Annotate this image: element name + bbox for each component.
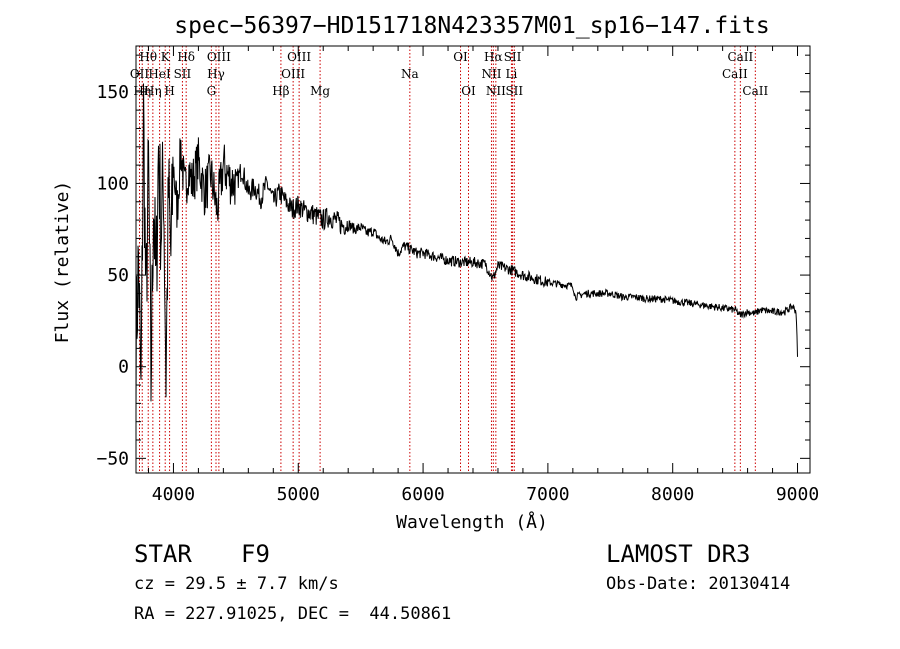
x-tick-label: 6000: [401, 484, 444, 505]
line-label: Na: [401, 67, 419, 81]
line-label: OI: [453, 50, 468, 64]
spectral-line-labels: OIIHηHθHηHeIKHSIIHδGHγOIIIHβOIIIOIIIMgNa…: [130, 50, 769, 98]
x-axis: 4000 5000 6000 7000 8000 9000: [147, 46, 819, 505]
line-label: OI: [461, 84, 476, 98]
x-tick-label: 7000: [526, 484, 569, 505]
line-label: CaII: [722, 67, 748, 81]
line-label: OIII: [207, 50, 231, 64]
line-label: Li: [506, 67, 518, 81]
redshift-text: cz = 29.5 ± 7.7 km/s: [134, 574, 339, 594]
line-label: OIII: [281, 67, 305, 81]
line-label: OIII: [287, 50, 311, 64]
line-label: Hβ: [272, 84, 289, 98]
line-label: Hθ: [139, 50, 157, 64]
line-label: NII: [486, 84, 506, 98]
line-label: SII: [504, 50, 522, 64]
line-label: CaII: [727, 50, 753, 64]
line-label: Hγ: [207, 67, 225, 81]
x-tick-label: 5000: [277, 484, 320, 505]
obs-date: Obs-Date: 20130414: [606, 574, 791, 594]
x-tick-label: 9000: [776, 484, 819, 505]
line-label: CaII: [742, 84, 768, 98]
line-label: OII: [130, 67, 150, 81]
line-label: K: [161, 50, 171, 64]
y-axis: −50 0 50 100 150: [96, 54, 810, 469]
y-tick-label: 150: [96, 82, 129, 103]
line-label: Hη: [144, 84, 162, 98]
spectral-line-markers: [138, 46, 756, 473]
object-class: STAR: [134, 540, 192, 568]
subclass: F9: [241, 540, 270, 568]
line-label: Hη: [133, 84, 151, 98]
y-tick-label: 50: [107, 265, 129, 286]
line-label: G: [207, 84, 217, 98]
spectrum-line: [135, 83, 798, 413]
line-label: Hδ: [177, 50, 195, 64]
line-label: Hα: [484, 50, 503, 64]
y-tick-label: 0: [118, 357, 129, 378]
x-tick-label: 8000: [651, 484, 694, 505]
y-axis-label: Flux (relative): [52, 181, 73, 344]
line-label: SII: [505, 84, 523, 98]
y-tick-label: −50: [96, 448, 129, 469]
x-tick-label: 4000: [152, 484, 195, 505]
x-axis-label: Wavelength (Å): [396, 511, 548, 533]
y-tick-label: 100: [96, 173, 129, 194]
coordinates-text: RA = 227.91025, DEC = 44.50861: [134, 604, 452, 624]
line-label: H: [164, 84, 174, 98]
line-label: HeI: [148, 67, 171, 81]
line-label: NII: [481, 67, 501, 81]
survey-name: LAMOST DR3: [606, 540, 751, 568]
line-label: SII: [174, 67, 192, 81]
chart-title: spec−56397−HD151718N423357M01_sp16−147.f…: [174, 13, 769, 39]
line-label: Mg: [310, 84, 330, 98]
